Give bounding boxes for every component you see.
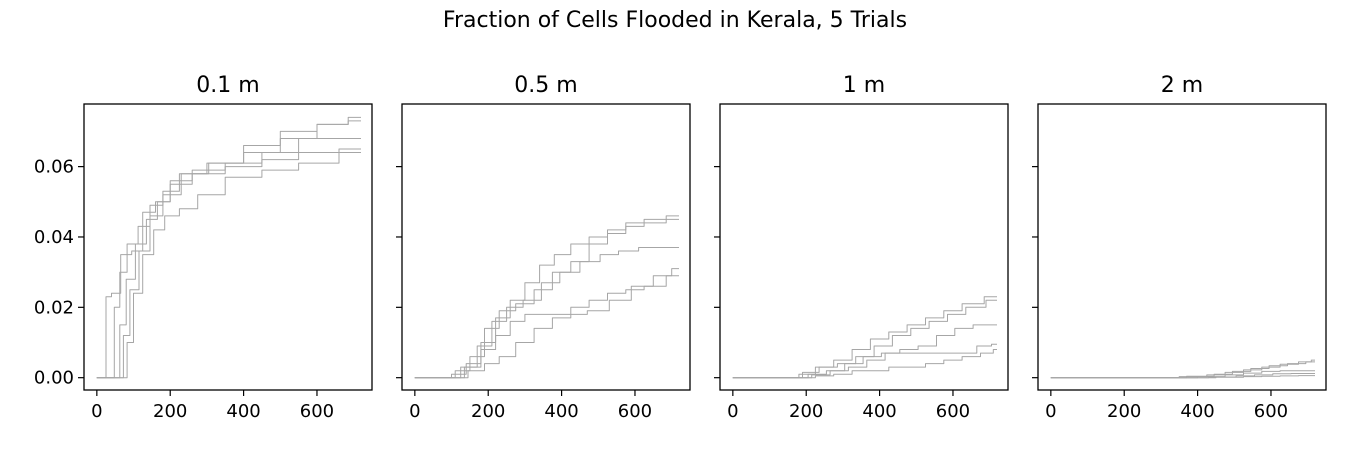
x-tick-label: 600 (1254, 401, 1288, 422)
y-tick-label: 0.00 (34, 368, 74, 389)
series-line-2 (1050, 361, 1315, 379)
axes-frame (719, 103, 1009, 391)
series-line-4 (732, 343, 997, 379)
series-line-1 (414, 215, 679, 379)
x-tick-label: 600 (618, 401, 652, 422)
x-tick-label: 400 (226, 401, 260, 422)
series-line-5 (732, 349, 997, 379)
panel-4: 2 m 0 200 400 600 (1032, 73, 1327, 422)
series-group (1050, 359, 1315, 379)
axes-frame (401, 103, 691, 391)
series-line-5 (1050, 375, 1315, 379)
series-line-2 (96, 120, 361, 379)
y-tick-label: 0.04 (34, 227, 74, 248)
panel-2: 0.5 m 0 200 400 600 (396, 73, 691, 422)
series-line-2 (732, 299, 997, 379)
series-line-3 (732, 324, 997, 379)
x-tick-label: 0 (727, 401, 738, 422)
x-tick-label: 200 (153, 401, 187, 422)
figure-title: Fraction of Cells Flooded in Kerala, 5 T… (443, 8, 907, 33)
x-tick-label: 0 (1045, 401, 1056, 422)
panel-title: 1 m (843, 73, 885, 98)
series-line-1 (96, 138, 361, 379)
series-line-4 (96, 116, 361, 379)
panel-title: 2 m (1161, 73, 1203, 98)
series-line-3 (1050, 370, 1315, 379)
series-line-3 (414, 247, 679, 379)
panel-title: 0.1 m (196, 73, 259, 98)
x-tick-label: 600 (936, 401, 970, 422)
series-group (96, 116, 361, 379)
x-tick-label: 400 (1180, 401, 1214, 422)
x-tick-label: 600 (300, 401, 334, 422)
series-group (414, 215, 679, 379)
panel-1: 0.1 m 0 200 400 600 0.00 0.02 0.04 0.06 (34, 73, 373, 422)
series-line-2 (414, 218, 679, 379)
x-tick-label: 0 (91, 401, 102, 422)
panel-3: 1 m 0 200 400 600 (714, 73, 1009, 422)
series-line-4 (414, 268, 679, 379)
series-line-5 (414, 275, 679, 379)
series-group (732, 296, 997, 379)
x-tick-label: 200 (1107, 401, 1141, 422)
x-tick-label: 200 (471, 401, 505, 422)
axes-frame (83, 103, 373, 391)
y-tick-label: 0.06 (34, 157, 74, 178)
x-tick-label: 400 (544, 401, 578, 422)
x-tick-label: 0 (409, 401, 420, 422)
panel-title: 0.5 m (514, 73, 577, 98)
series-line-1 (732, 296, 997, 379)
panels: 0.1 m 0 200 400 600 0.00 0.02 0.04 0.06 0.5 m 0 200… (34, 73, 1327, 422)
series-line-5 (96, 152, 361, 379)
series-line-1 (1050, 359, 1315, 379)
y-tick-label: 0.02 (34, 297, 74, 318)
x-tick-label: 400 (862, 401, 896, 422)
x-tick-label: 200 (789, 401, 823, 422)
series-line-3 (96, 148, 361, 379)
axes-frame (1037, 103, 1327, 391)
